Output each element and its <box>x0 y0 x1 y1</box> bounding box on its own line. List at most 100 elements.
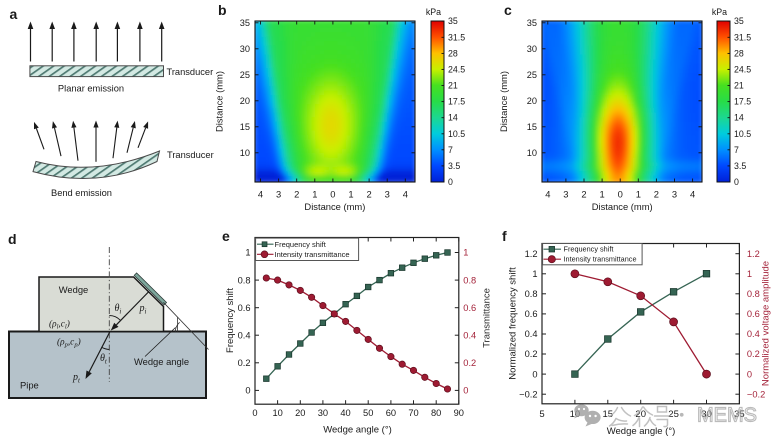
svg-text:17.5: 17.5 <box>448 97 465 107</box>
svg-text:0: 0 <box>245 386 250 396</box>
svg-text:3.5: 3.5 <box>734 161 746 171</box>
svg-text:Frequency shift: Frequency shift <box>275 240 327 249</box>
svg-text:Intensity transmittance: Intensity transmittance <box>564 255 637 264</box>
svg-text:3: 3 <box>385 188 390 199</box>
svg-text:40: 40 <box>340 408 350 418</box>
svg-text:3.5: 3.5 <box>448 161 460 171</box>
svg-text:14: 14 <box>734 113 744 123</box>
svg-text:kPa: kPa <box>426 7 441 17</box>
svg-text:0.2: 0.2 <box>238 358 251 368</box>
svg-text:20: 20 <box>240 96 250 106</box>
svg-text:1.2: 1.2 <box>747 249 760 259</box>
svg-text:25: 25 <box>527 70 537 80</box>
svg-text:Wedge angle: Wedge angle <box>134 356 189 367</box>
svg-text:24.5: 24.5 <box>734 64 751 74</box>
svg-text:0.2: 0.2 <box>463 358 476 368</box>
svg-text:Wedge angle (°): Wedge angle (°) <box>607 426 676 437</box>
svg-text:30: 30 <box>701 409 712 420</box>
svg-text:1.2: 1.2 <box>525 249 538 259</box>
svg-text:70: 70 <box>408 408 418 418</box>
svg-text:7: 7 <box>448 145 453 155</box>
svg-text:0: 0 <box>747 369 752 379</box>
svg-text:28: 28 <box>448 48 458 58</box>
svg-text:10.5: 10.5 <box>448 129 465 139</box>
svg-text:90: 90 <box>454 408 464 418</box>
svg-text:1: 1 <box>599 188 604 199</box>
svg-text:10: 10 <box>240 148 250 158</box>
svg-text:Frequency shift: Frequency shift <box>225 288 236 353</box>
svg-text:0.4: 0.4 <box>747 329 760 339</box>
svg-text:7: 7 <box>734 145 739 155</box>
svg-text:21: 21 <box>448 81 458 91</box>
svg-text:0: 0 <box>448 177 453 187</box>
svg-text:30: 30 <box>318 408 328 418</box>
svg-text:21: 21 <box>734 81 744 91</box>
svg-text:0.4: 0.4 <box>463 330 476 340</box>
svg-text:15: 15 <box>240 122 250 132</box>
svg-text:10: 10 <box>272 408 282 418</box>
svg-text:60: 60 <box>386 408 396 418</box>
svg-text:25: 25 <box>240 70 250 80</box>
svg-text:0.6: 0.6 <box>525 309 538 319</box>
svg-text:0.2: 0.2 <box>747 349 760 359</box>
svg-text:1: 1 <box>463 248 468 258</box>
svg-text:1: 1 <box>636 188 641 199</box>
svg-text:28: 28 <box>734 48 744 58</box>
svg-text:0.2: 0.2 <box>525 349 538 359</box>
svg-text:Transducer: Transducer <box>167 67 214 77</box>
svg-text:0.4: 0.4 <box>525 329 538 339</box>
svg-text:2: 2 <box>581 188 586 199</box>
svg-text:5: 5 <box>539 409 544 420</box>
svg-text:MEMS: MEMS <box>697 404 757 427</box>
svg-text:0.8: 0.8 <box>525 289 538 299</box>
svg-text:pi: pi <box>139 303 147 315</box>
svg-text:f: f <box>502 228 507 244</box>
svg-text:Transducer: Transducer <box>167 150 214 160</box>
svg-text:31.5: 31.5 <box>448 32 465 42</box>
svg-text:Distance (mm): Distance (mm) <box>304 201 365 212</box>
svg-text:30: 30 <box>527 44 537 54</box>
svg-text:c: c <box>504 2 512 18</box>
svg-text:25: 25 <box>668 409 679 420</box>
svg-text:Normalized frequency shift: Normalized frequency shift <box>508 267 519 380</box>
svg-text:1: 1 <box>312 188 317 199</box>
svg-text:Distance (mm): Distance (mm) <box>214 71 225 132</box>
svg-text:10.5: 10.5 <box>734 129 751 139</box>
svg-text:Intensity transmittance: Intensity transmittance <box>275 250 350 259</box>
svg-text:1: 1 <box>245 248 250 258</box>
svg-text:3: 3 <box>672 188 677 199</box>
svg-text:Bend emission: Bend emission <box>51 188 112 198</box>
svg-text:e: e <box>222 228 230 244</box>
svg-text:4: 4 <box>690 188 695 199</box>
svg-text:Pipe: Pipe <box>20 380 39 391</box>
svg-text:Wedge: Wedge <box>59 284 89 295</box>
svg-text:2: 2 <box>654 188 659 199</box>
svg-text:0: 0 <box>618 188 623 199</box>
svg-text:4: 4 <box>258 188 263 199</box>
svg-text:35: 35 <box>734 409 745 420</box>
svg-text:1: 1 <box>348 188 353 199</box>
svg-text:θt: θt <box>100 353 108 365</box>
svg-text:17.5: 17.5 <box>734 97 751 107</box>
svg-text:0.6: 0.6 <box>238 303 251 313</box>
svg-text:80: 80 <box>431 408 441 418</box>
svg-text:0: 0 <box>252 408 257 418</box>
svg-text:50: 50 <box>363 408 373 418</box>
svg-text:Frequency shift: Frequency shift <box>564 245 614 254</box>
svg-text:−0.2: −0.2 <box>747 389 765 399</box>
svg-text:15: 15 <box>603 409 614 420</box>
svg-text:Distance (mm): Distance (mm) <box>592 201 653 212</box>
svg-text:Transmittance: Transmittance <box>482 288 493 348</box>
svg-text:1: 1 <box>747 269 752 279</box>
svg-text:θi: θi <box>115 303 122 315</box>
svg-text:35: 35 <box>448 16 458 26</box>
svg-text:35: 35 <box>734 16 744 26</box>
svg-text:14: 14 <box>448 113 458 123</box>
svg-text:b: b <box>218 2 227 18</box>
svg-text:4: 4 <box>545 188 550 199</box>
svg-text:0.6: 0.6 <box>747 309 760 319</box>
svg-text:0.8: 0.8 <box>463 275 476 285</box>
svg-text:0.8: 0.8 <box>238 275 251 285</box>
svg-text:4: 4 <box>403 188 408 199</box>
svg-text:(ρl,cl): (ρl,cl) <box>49 319 70 331</box>
